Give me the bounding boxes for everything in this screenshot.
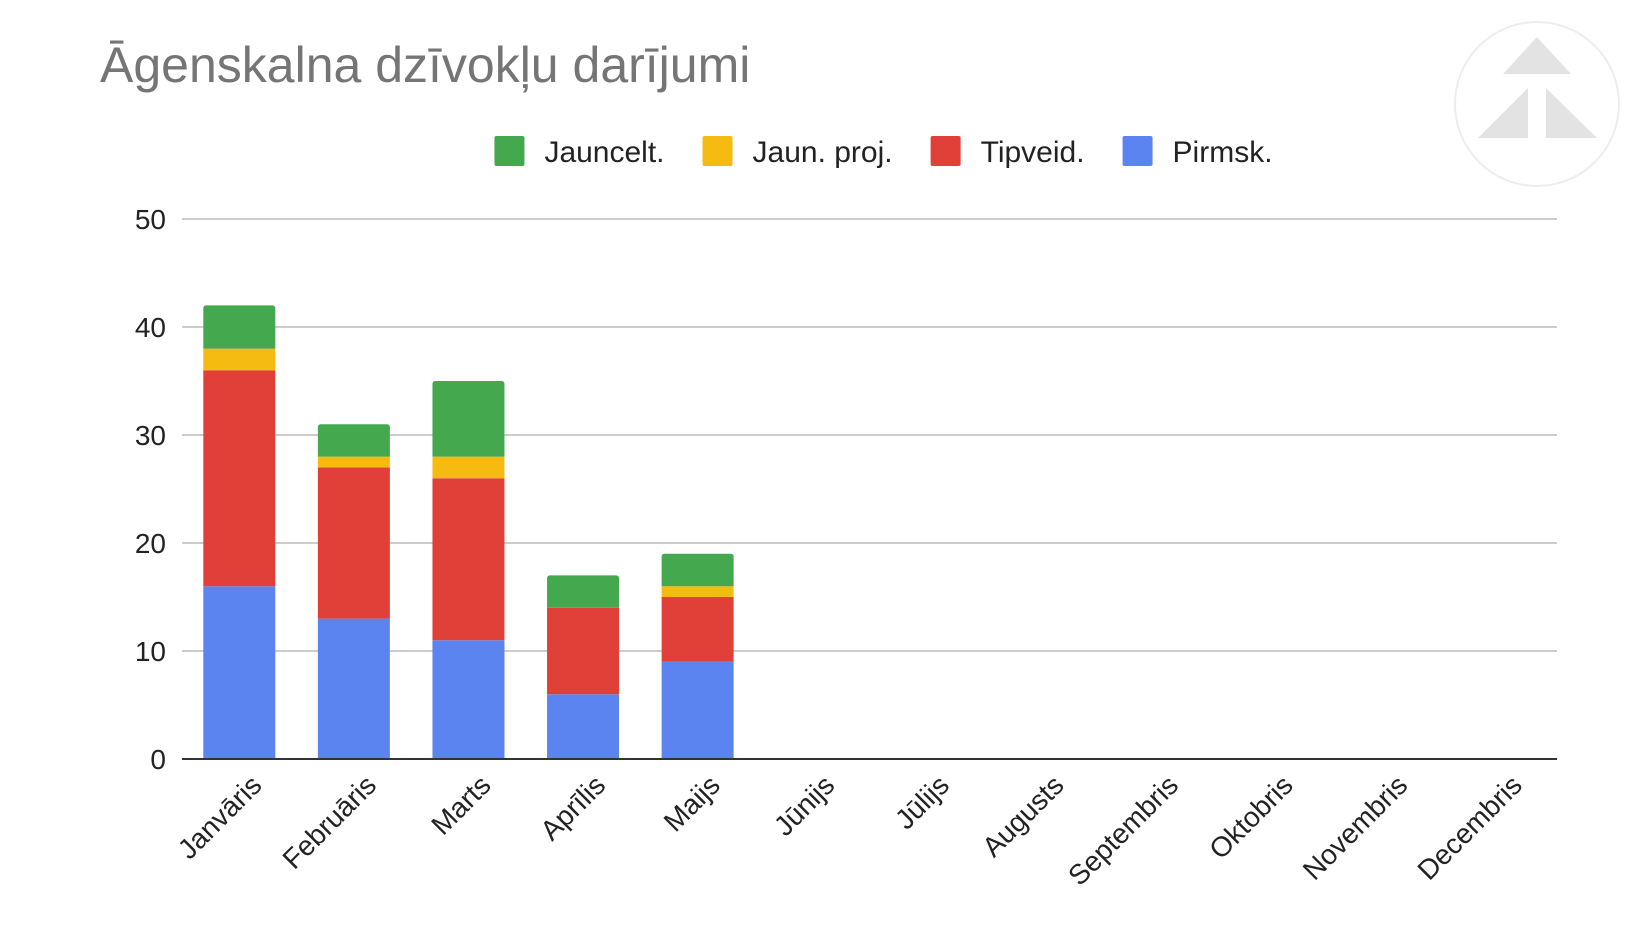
- bar-segment-jaun-proj-0: [203, 348, 276, 371]
- x-axis-categories: Janvāris Februāris Marts Aprīlis Maijs Jūnijs…: [172, 769, 1528, 891]
- bar-segment-jauncelt-0: [203, 305, 276, 349]
- y-tick-label: 0: [150, 744, 166, 775]
- y-tick-label: 30: [135, 420, 166, 451]
- legend-label: Pirmsk.: [1173, 136, 1273, 169]
- x-category-label: Aprīlis: [534, 769, 611, 846]
- legend-item: Jauncelt.: [494, 136, 665, 169]
- x-category-label: Septembris: [1062, 769, 1184, 891]
- bar-segment-jaun-proj-1: [317, 456, 390, 468]
- bar-segment-pirmsk-2: [432, 640, 505, 759]
- bar-segment-tipveid-0: [203, 370, 276, 587]
- grid-lines: [182, 218, 1557, 652]
- x-category-label: Februāris: [277, 769, 383, 875]
- x-category-label: Oktobris: [1203, 769, 1299, 865]
- bar-segment-jauncelt-1: [317, 424, 390, 457]
- legend-swatch: [1122, 136, 1153, 166]
- chart-legend: Jauncelt. Jaun. proj. Tipveid. Pirmsk.: [494, 136, 1273, 169]
- x-category-label: Jūnijs: [768, 769, 841, 842]
- x-category-label: Novembris: [1297, 769, 1414, 886]
- legend-swatch: [494, 136, 525, 166]
- y-tick-label: 10: [135, 636, 166, 667]
- bar-segment-tipveid-4: [661, 597, 734, 662]
- bar-segment-pirmsk-1: [317, 618, 390, 759]
- legend-label: Jaun. proj.: [753, 136, 893, 169]
- bars: [203, 305, 734, 759]
- x-category-label: Decembris: [1411, 769, 1528, 886]
- y-tick-label: 50: [135, 204, 166, 235]
- y-axis-ticks: 0 10 20 30 40 50: [135, 204, 166, 775]
- x-category-label: Marts: [425, 769, 496, 840]
- bar-segment-pirmsk-0: [203, 586, 276, 759]
- bar-segment-pirmsk-3: [547, 694, 620, 759]
- y-tick-label: 40: [135, 312, 166, 343]
- legend-label: Jauncelt.: [544, 136, 664, 169]
- x-category-label: Jūlijs: [889, 769, 955, 835]
- bar-segment-pirmsk-4: [661, 661, 734, 759]
- bar-segment-tipveid-1: [317, 467, 390, 619]
- y-tick-label: 20: [135, 528, 166, 559]
- x-category-label: Janvāris: [172, 769, 268, 865]
- bar-segment-jauncelt-2: [432, 381, 505, 457]
- bar-segment-tipveid-3: [547, 607, 620, 695]
- legend-swatch: [930, 136, 961, 166]
- bar-segment-jauncelt-3: [547, 575, 620, 608]
- bar-segment-jaun-proj-4: [661, 586, 734, 597]
- chart-title: Āgenskalna dzīvokļu darījumi: [100, 37, 750, 93]
- bar-segment-jaun-proj-2: [432, 456, 505, 479]
- legend-item: Pirmsk.: [1122, 136, 1273, 169]
- bar-segment-jauncelt-4: [661, 553, 734, 587]
- legend-swatch: [702, 136, 733, 166]
- legend-label: Tipveid.: [981, 136, 1085, 169]
- bar-segment-tipveid-2: [432, 478, 505, 641]
- x-category-label: Augusts: [976, 769, 1069, 862]
- legend-item: Jaun. proj.: [702, 136, 893, 169]
- triangle-logo-icon: [1454, 21, 1620, 187]
- legend-item: Tipveid.: [930, 136, 1085, 169]
- x-category-label: Maijs: [658, 769, 726, 837]
